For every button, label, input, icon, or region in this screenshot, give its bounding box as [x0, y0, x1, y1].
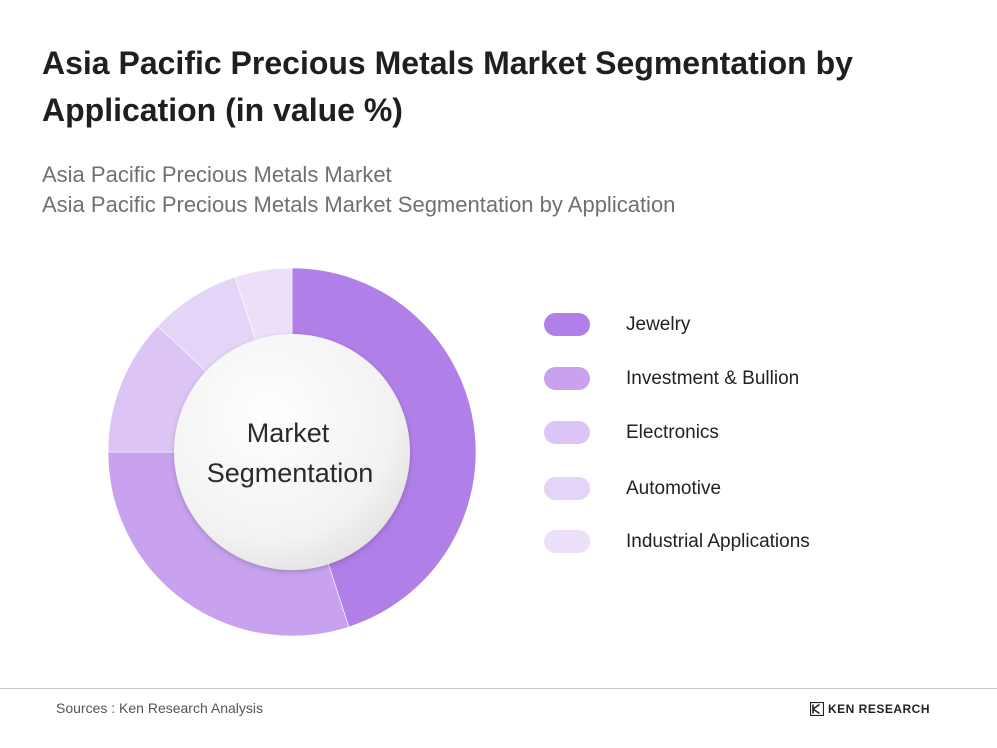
legend-label: Automotive	[626, 478, 722, 499]
chart-subtitle-line2: Asia Pacific Precious Metals Market Segm…	[42, 192, 676, 217]
legend-label: Industrial Applications	[626, 531, 810, 552]
legend-item-automotive: Automotive	[544, 476, 964, 502]
legend-item-investment-bullion: Investment & Bullion	[544, 366, 964, 392]
source-note: Sources : Ken Research Analysis	[56, 700, 263, 716]
legend-label: Electronics	[626, 422, 719, 443]
legend-label: Investment & Bullion	[626, 368, 800, 389]
legend-swatch	[544, 477, 590, 500]
legend-swatch	[544, 367, 590, 390]
legend-item-electronics: Electronics	[544, 420, 964, 446]
legend-item-jewelry: Jewelry	[544, 312, 964, 338]
brand-name: KEN RESEARCH	[828, 702, 931, 716]
chart-title: Asia Pacific Precious Metals Market Segm…	[42, 45, 853, 128]
legend-swatch	[544, 313, 590, 336]
center-label-line2: Segmentation	[207, 458, 374, 488]
ken-research-logo-icon	[810, 702, 824, 716]
chart-subtitle-line1: Asia Pacific Precious Metals Market	[42, 162, 392, 187]
footer-divider	[0, 688, 997, 689]
legend-item-industrial-applications: Industrial Applications	[544, 529, 964, 555]
center-label-line1: Market	[247, 418, 330, 448]
brand-logo: KEN RESEARCH	[810, 702, 950, 720]
donut-center	[174, 334, 410, 570]
donut-chart: Market Segmentation	[107, 267, 477, 637]
legend-swatch	[544, 421, 590, 444]
legend-swatch	[544, 530, 590, 553]
chart-legend: Jewelry Investment & Bullion Electronics…	[544, 305, 964, 565]
legend-label: Jewelry	[626, 314, 691, 335]
